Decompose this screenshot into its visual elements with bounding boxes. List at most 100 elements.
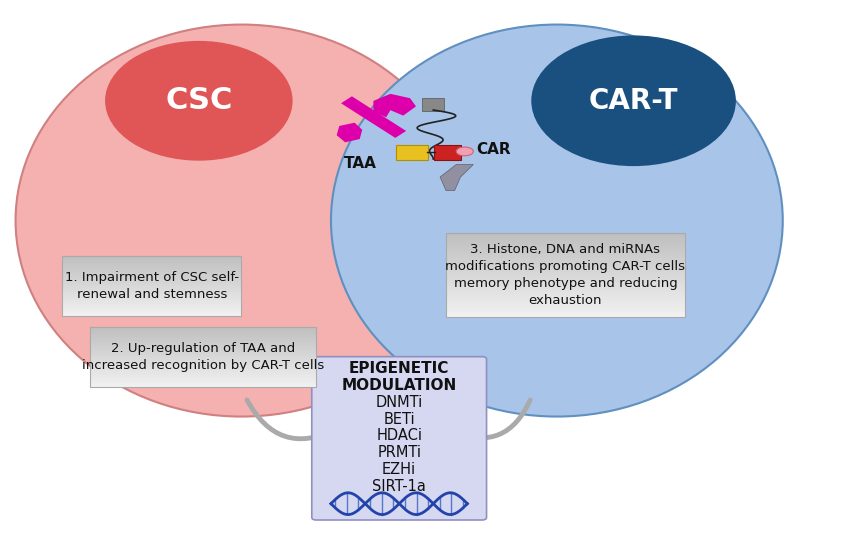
FancyBboxPatch shape [63, 282, 241, 284]
FancyBboxPatch shape [446, 295, 685, 298]
FancyBboxPatch shape [90, 349, 316, 351]
FancyBboxPatch shape [446, 264, 685, 267]
FancyBboxPatch shape [446, 306, 685, 309]
FancyBboxPatch shape [446, 303, 685, 306]
Text: 1. Impairment of CSC self-
renewal and stemness: 1. Impairment of CSC self- renewal and s… [65, 271, 239, 301]
Text: DNMTi: DNMTi [376, 395, 423, 410]
FancyBboxPatch shape [90, 329, 316, 331]
FancyBboxPatch shape [446, 270, 685, 272]
Text: BETi: BETi [384, 411, 415, 426]
FancyBboxPatch shape [90, 333, 316, 335]
FancyBboxPatch shape [446, 250, 685, 252]
FancyBboxPatch shape [446, 286, 685, 289]
FancyArrowPatch shape [452, 400, 530, 440]
FancyBboxPatch shape [446, 233, 685, 235]
FancyBboxPatch shape [90, 345, 316, 346]
Text: CSC: CSC [165, 86, 233, 115]
FancyBboxPatch shape [311, 356, 486, 520]
FancyBboxPatch shape [446, 235, 685, 239]
FancyBboxPatch shape [446, 261, 685, 264]
FancyBboxPatch shape [446, 252, 685, 255]
FancyBboxPatch shape [63, 278, 241, 280]
FancyBboxPatch shape [90, 355, 316, 356]
FancyBboxPatch shape [63, 298, 241, 300]
FancyBboxPatch shape [63, 276, 241, 278]
FancyBboxPatch shape [446, 278, 685, 280]
FancyBboxPatch shape [446, 272, 685, 275]
FancyBboxPatch shape [63, 284, 241, 286]
FancyBboxPatch shape [90, 339, 316, 340]
FancyBboxPatch shape [90, 346, 316, 349]
FancyBboxPatch shape [446, 298, 685, 300]
Ellipse shape [15, 25, 468, 416]
FancyBboxPatch shape [63, 268, 241, 270]
FancyBboxPatch shape [90, 351, 316, 353]
Polygon shape [440, 164, 474, 191]
FancyBboxPatch shape [90, 361, 316, 362]
FancyBboxPatch shape [90, 373, 316, 375]
Polygon shape [341, 96, 406, 138]
FancyBboxPatch shape [63, 280, 241, 282]
FancyBboxPatch shape [63, 286, 241, 288]
FancyBboxPatch shape [63, 262, 241, 264]
FancyBboxPatch shape [446, 300, 685, 303]
FancyBboxPatch shape [90, 359, 316, 361]
FancyBboxPatch shape [63, 308, 241, 310]
FancyBboxPatch shape [446, 241, 685, 244]
FancyBboxPatch shape [446, 247, 685, 250]
FancyBboxPatch shape [63, 296, 241, 298]
FancyArrowPatch shape [247, 400, 338, 439]
FancyBboxPatch shape [396, 145, 428, 160]
FancyBboxPatch shape [90, 365, 316, 367]
FancyBboxPatch shape [446, 244, 685, 247]
FancyBboxPatch shape [446, 239, 685, 241]
Text: PRMTi: PRMTi [378, 446, 421, 460]
FancyBboxPatch shape [90, 383, 316, 384]
Polygon shape [336, 123, 362, 142]
FancyBboxPatch shape [90, 378, 316, 381]
FancyBboxPatch shape [446, 258, 685, 261]
FancyBboxPatch shape [63, 302, 241, 304]
FancyBboxPatch shape [90, 375, 316, 377]
FancyBboxPatch shape [63, 312, 241, 314]
FancyBboxPatch shape [446, 315, 685, 317]
FancyBboxPatch shape [90, 367, 316, 368]
Text: SIRT-1a: SIRT-1a [372, 479, 426, 494]
Ellipse shape [456, 147, 474, 156]
Text: EPIGENETIC: EPIGENETIC [349, 361, 450, 376]
FancyBboxPatch shape [90, 327, 316, 329]
FancyBboxPatch shape [446, 311, 685, 315]
FancyBboxPatch shape [90, 343, 316, 345]
FancyBboxPatch shape [90, 356, 316, 359]
FancyBboxPatch shape [446, 255, 685, 258]
FancyBboxPatch shape [63, 306, 241, 308]
Ellipse shape [331, 25, 782, 416]
FancyBboxPatch shape [63, 270, 241, 272]
FancyBboxPatch shape [90, 353, 316, 355]
FancyBboxPatch shape [446, 280, 685, 283]
FancyBboxPatch shape [90, 381, 316, 383]
FancyBboxPatch shape [90, 362, 316, 365]
FancyBboxPatch shape [63, 272, 241, 274]
FancyBboxPatch shape [63, 260, 241, 262]
FancyBboxPatch shape [90, 384, 316, 387]
FancyBboxPatch shape [63, 290, 241, 292]
FancyBboxPatch shape [63, 256, 241, 258]
FancyBboxPatch shape [63, 300, 241, 302]
Circle shape [105, 41, 293, 161]
FancyBboxPatch shape [63, 274, 241, 276]
Text: CAR-T: CAR-T [589, 87, 679, 115]
FancyBboxPatch shape [90, 335, 316, 337]
FancyBboxPatch shape [63, 292, 241, 294]
FancyBboxPatch shape [422, 97, 444, 111]
FancyBboxPatch shape [63, 310, 241, 312]
Text: MODULATION: MODULATION [341, 378, 456, 393]
FancyBboxPatch shape [434, 145, 462, 160]
FancyBboxPatch shape [446, 283, 685, 286]
FancyBboxPatch shape [90, 368, 316, 371]
Polygon shape [373, 94, 416, 117]
FancyBboxPatch shape [446, 309, 685, 311]
FancyBboxPatch shape [63, 294, 241, 296]
FancyBboxPatch shape [63, 258, 241, 260]
FancyBboxPatch shape [63, 264, 241, 266]
